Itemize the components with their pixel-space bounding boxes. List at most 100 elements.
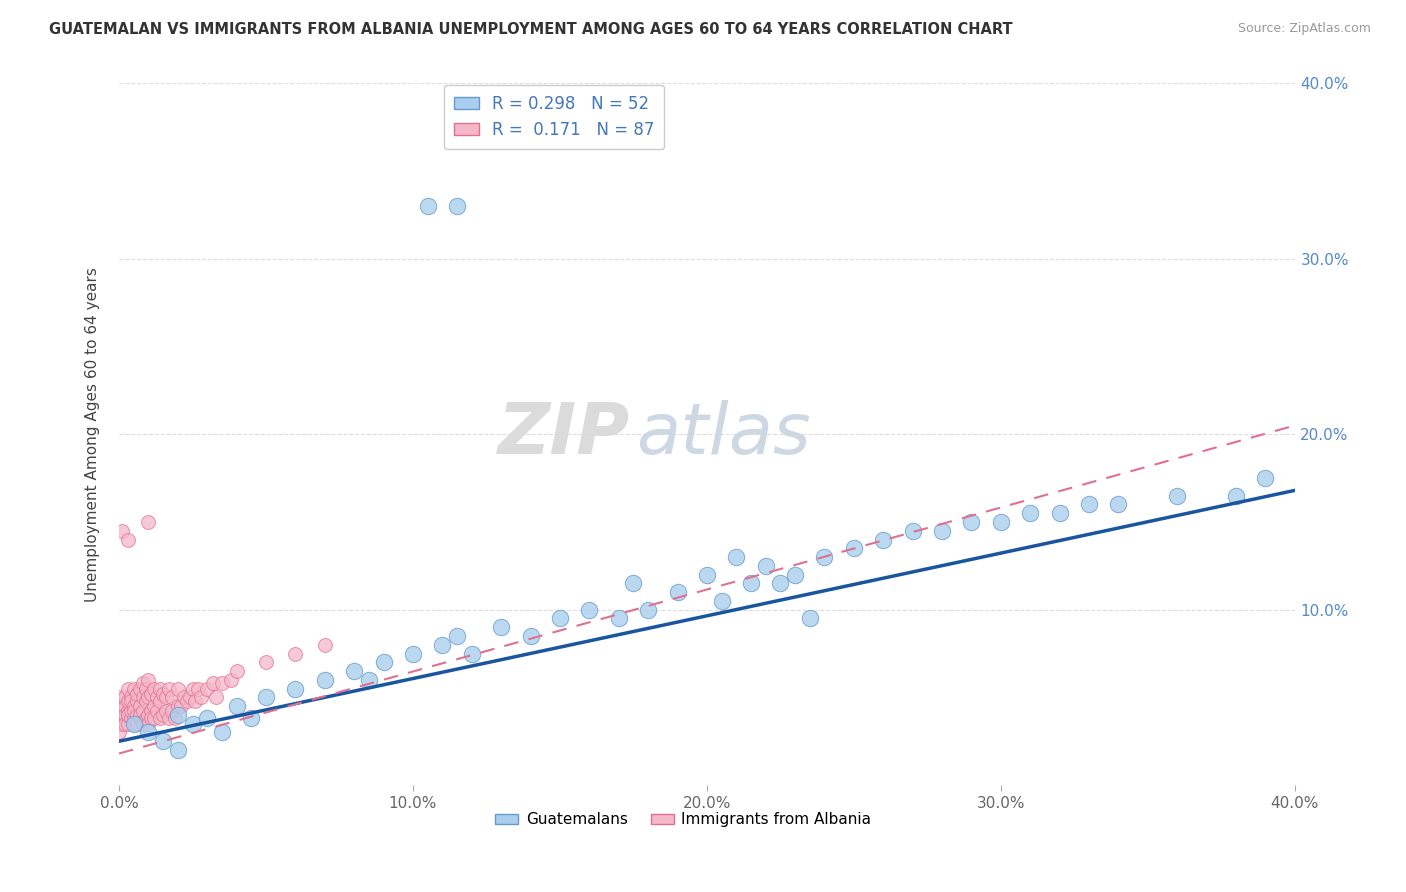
Point <box>117 694 139 708</box>
Point <box>416 199 439 213</box>
Point <box>623 576 645 591</box>
Point <box>799 611 821 625</box>
Point <box>166 743 188 757</box>
Point <box>710 594 733 608</box>
Point <box>146 690 169 705</box>
Point <box>152 734 174 748</box>
Point <box>149 694 172 708</box>
Point <box>225 699 247 714</box>
Point <box>187 681 209 696</box>
Point <box>190 690 212 705</box>
Point <box>117 705 139 719</box>
Point <box>225 664 247 678</box>
Point <box>111 705 134 719</box>
Point <box>157 711 180 725</box>
Point <box>607 611 630 625</box>
Text: atlas: atlas <box>637 400 811 469</box>
Point <box>149 711 172 725</box>
Y-axis label: Unemployment Among Ages 60 to 64 years: Unemployment Among Ages 60 to 64 years <box>86 267 100 602</box>
Point <box>128 707 150 722</box>
Point <box>111 699 134 714</box>
Point <box>128 681 150 696</box>
Point <box>173 690 195 705</box>
Point <box>160 690 183 705</box>
Point <box>114 699 136 714</box>
Point <box>205 690 228 705</box>
Point <box>108 707 131 722</box>
Point <box>931 524 953 538</box>
Point <box>166 699 188 714</box>
Point <box>170 699 193 714</box>
Point <box>181 681 204 696</box>
Point <box>122 711 145 725</box>
Point <box>211 725 233 739</box>
Point <box>155 705 177 719</box>
Point <box>314 638 336 652</box>
Point <box>128 711 150 725</box>
Point <box>219 673 242 687</box>
Point <box>131 705 153 719</box>
Point <box>131 676 153 690</box>
Point <box>120 705 142 719</box>
Point <box>131 716 153 731</box>
Point <box>122 699 145 714</box>
Point <box>125 716 148 731</box>
Point <box>131 690 153 705</box>
Point <box>184 694 207 708</box>
Point <box>138 673 160 687</box>
Point <box>141 705 163 719</box>
Point <box>114 690 136 705</box>
Point <box>155 690 177 705</box>
Point <box>163 711 186 725</box>
Point <box>402 647 425 661</box>
Point <box>1225 489 1247 503</box>
Point <box>1107 498 1129 512</box>
Point <box>166 681 188 696</box>
Point <box>111 716 134 731</box>
Point <box>461 647 484 661</box>
Point <box>637 602 659 616</box>
Point <box>519 629 541 643</box>
Point <box>254 655 277 669</box>
Point <box>149 681 172 696</box>
Point <box>357 673 380 687</box>
Point <box>813 550 835 565</box>
Point <box>284 647 307 661</box>
Point <box>152 707 174 722</box>
Point <box>769 576 792 591</box>
Point <box>114 716 136 731</box>
Point <box>108 690 131 705</box>
Point <box>842 541 865 556</box>
Point <box>117 716 139 731</box>
Point <box>114 707 136 722</box>
Point <box>446 199 468 213</box>
Point <box>111 711 134 725</box>
Point <box>122 716 145 731</box>
Point <box>114 711 136 725</box>
Point <box>125 694 148 708</box>
Point <box>176 694 198 708</box>
Point <box>1254 471 1277 485</box>
Point <box>1078 498 1101 512</box>
Point <box>195 711 218 725</box>
Point <box>254 690 277 705</box>
Point <box>117 681 139 696</box>
Point <box>143 681 166 696</box>
Point <box>120 711 142 725</box>
Point <box>179 690 201 705</box>
Point <box>152 687 174 701</box>
Point <box>489 620 512 634</box>
Text: Source: ZipAtlas.com: Source: ZipAtlas.com <box>1237 22 1371 36</box>
Point <box>872 533 894 547</box>
Point <box>117 707 139 722</box>
Point <box>211 676 233 690</box>
Point <box>373 655 395 669</box>
Point <box>578 602 600 616</box>
Text: ZIP: ZIP <box>498 400 630 469</box>
Point <box>446 629 468 643</box>
Point <box>666 585 689 599</box>
Point <box>696 567 718 582</box>
Point <box>195 681 218 696</box>
Point <box>960 515 983 529</box>
Point <box>901 524 924 538</box>
